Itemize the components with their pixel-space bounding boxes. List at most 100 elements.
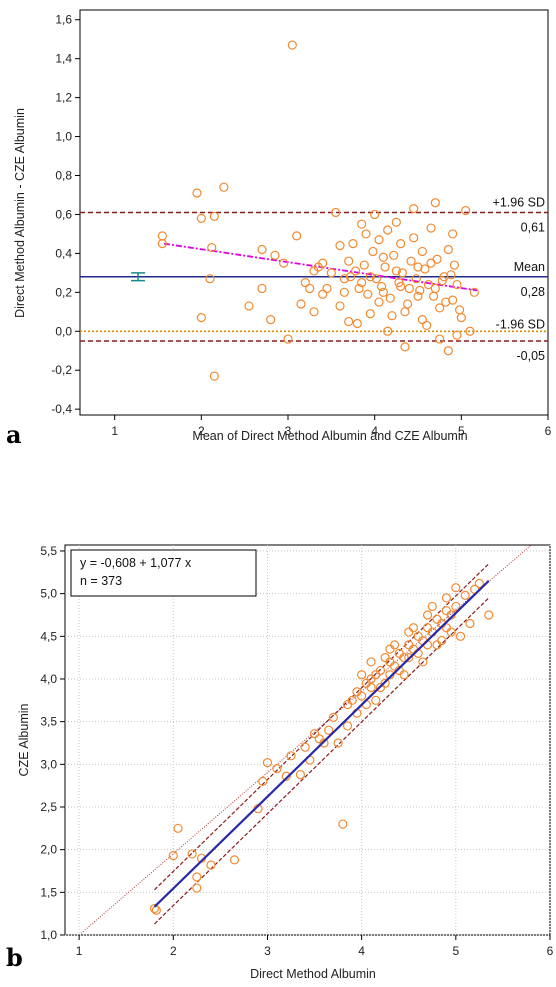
- data-point-a: [209, 371, 219, 381]
- data-point-a: [370, 209, 380, 220]
- data-point-a: [400, 307, 410, 317]
- x-tick-label-a: 2: [198, 424, 205, 438]
- y-tick-label-b: 3,0: [40, 757, 57, 771]
- data-point-a: [455, 305, 465, 315]
- sample-size-text: n = 373: [80, 574, 122, 588]
- data-point-b: [262, 758, 273, 768]
- x-tick-label-a: 5: [458, 424, 465, 438]
- data-point-b: [465, 618, 475, 629]
- data-point-a: [335, 241, 345, 251]
- x-tick-label-a: 1: [111, 424, 118, 438]
- x-tick-label-b: 6: [547, 944, 554, 958]
- data-point-a: [351, 266, 361, 276]
- data-point-a: [344, 256, 354, 266]
- x-tick-label-a: 6: [545, 424, 552, 438]
- data-point-a: [417, 246, 427, 257]
- data-point-a: [331, 207, 341, 218]
- data-point-a: [359, 260, 369, 270]
- data-point-b: [187, 849, 197, 859]
- data-point-b: [295, 769, 306, 780]
- upper-loa-value: 0,61: [521, 221, 545, 235]
- y-tick-label-b: 5,0: [40, 587, 57, 601]
- data-point-b: [357, 670, 367, 680]
- data-point-a: [345, 272, 355, 282]
- data-point-a: [397, 268, 407, 278]
- data-point-a: [361, 229, 371, 239]
- data-point-a: [417, 314, 427, 325]
- data-point-a: [363, 289, 373, 299]
- data-point-a: [385, 293, 395, 303]
- data-point-a: [322, 283, 332, 294]
- data-point-a: [357, 277, 367, 288]
- data-point-b: [281, 771, 291, 781]
- data-point-a: [157, 239, 167, 249]
- y-tick-label-b: 2,0: [40, 843, 57, 857]
- data-point-b: [380, 653, 390, 663]
- data-point-a: [209, 211, 219, 221]
- data-point-b: [347, 695, 357, 705]
- x-tick-label-b: 4: [358, 944, 365, 958]
- data-point-a: [423, 279, 433, 290]
- data-point-b: [192, 872, 202, 882]
- x-tick-label-a: 4: [371, 424, 378, 438]
- data-point-a: [335, 301, 345, 311]
- data-point-a: [469, 287, 479, 297]
- data-point-a: [409, 233, 419, 243]
- data-point-a: [383, 225, 393, 235]
- data-point-a: [413, 291, 423, 301]
- x-tick-label-b: 5: [452, 944, 459, 958]
- data-point-a: [309, 266, 319, 276]
- data-point-a: [377, 281, 387, 292]
- data-point-b: [338, 819, 348, 829]
- equation-text: y = -0,608 + 1,077 x: [80, 556, 192, 570]
- data-point-a: [430, 283, 440, 294]
- mean-value: 0,28: [521, 285, 545, 299]
- data-point-b: [258, 776, 268, 786]
- data-point-a: [205, 274, 215, 284]
- data-point-a: [339, 287, 349, 297]
- y-tick-label-b: 1,5: [40, 885, 57, 899]
- data-point-b: [441, 593, 452, 603]
- x-tick-label-b: 2: [170, 944, 177, 958]
- bland-altman-panel: 1 2 3 4 5 6 -0,4 -0,2 0,0 0,2 0,4 0,6 0,8 1,0 1,2 1,4 1,…: [6, 9, 552, 449]
- panel-label-a: a: [6, 420, 22, 449]
- data-point-a: [378, 252, 388, 262]
- data-point-b: [314, 734, 324, 744]
- data-point-b: [375, 665, 386, 676]
- data-point-b: [460, 590, 470, 600]
- data-point-b: [366, 657, 376, 667]
- data-point-b: [173, 823, 183, 833]
- data-point-b: [309, 728, 320, 739]
- data-point-a: [446, 270, 456, 280]
- data-point-a: [452, 330, 462, 340]
- data-point-a: [244, 301, 254, 311]
- data-point-a: [196, 213, 206, 223]
- data-point-b: [418, 657, 428, 667]
- data-point-b: [390, 640, 400, 650]
- data-point-b: [404, 653, 414, 663]
- data-point-b: [206, 860, 216, 870]
- y-tick-label-a: -0,4: [51, 402, 72, 416]
- equation-box: [70, 549, 257, 597]
- data-point-a: [352, 318, 362, 329]
- data-point-a: [406, 256, 416, 266]
- data-point-a: [448, 229, 458, 239]
- data-point-a: [368, 246, 378, 257]
- data-point-a: [292, 231, 302, 241]
- data-point-a: [432, 254, 442, 264]
- data-point-a: [354, 283, 364, 294]
- data-point-a: [365, 272, 375, 282]
- data-point-a: [430, 198, 440, 208]
- data-point-a: [196, 313, 206, 323]
- data-point-b: [342, 721, 353, 731]
- data-point-a: [443, 244, 453, 255]
- data-point-a: [422, 320, 432, 331]
- data-point-a: [404, 283, 414, 294]
- data-point-a: [296, 299, 306, 309]
- data-point-a: [192, 188, 202, 198]
- data-point-a: [279, 258, 289, 268]
- data-point-b: [422, 610, 433, 620]
- data-point-b: [408, 623, 419, 633]
- data-point-a: [378, 287, 388, 297]
